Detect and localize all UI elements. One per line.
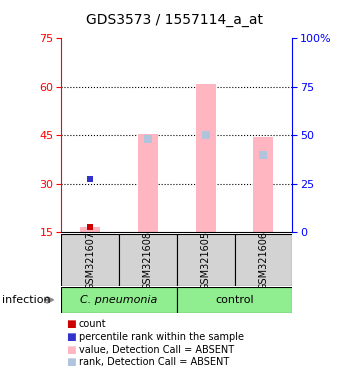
Text: count: count — [79, 319, 106, 329]
Text: GSM321608: GSM321608 — [143, 231, 153, 290]
Bar — [119, 234, 177, 286]
Bar — [196, 84, 216, 232]
Bar — [253, 137, 273, 232]
Text: GDS3573 / 1557114_a_at: GDS3573 / 1557114_a_at — [86, 13, 264, 27]
Bar — [138, 134, 158, 232]
Text: GSM321605: GSM321605 — [201, 231, 211, 290]
Text: value, Detection Call = ABSENT: value, Detection Call = ABSENT — [79, 345, 234, 355]
Text: GSM321606: GSM321606 — [258, 231, 268, 290]
Text: control: control — [215, 295, 254, 305]
Bar — [177, 234, 234, 286]
Text: C. pneumonia: C. pneumonia — [80, 295, 158, 305]
Bar — [61, 287, 177, 313]
Bar — [177, 287, 292, 313]
Bar — [234, 234, 292, 286]
Bar — [80, 227, 100, 232]
Text: GSM321607: GSM321607 — [85, 231, 95, 290]
Text: ■: ■ — [66, 358, 76, 367]
Text: ■: ■ — [66, 332, 76, 342]
Text: percentile rank within the sample: percentile rank within the sample — [79, 332, 244, 342]
Text: infection: infection — [2, 295, 50, 305]
Text: ■: ■ — [66, 319, 76, 329]
Bar — [61, 234, 119, 286]
Text: ■: ■ — [66, 345, 76, 355]
Text: rank, Detection Call = ABSENT: rank, Detection Call = ABSENT — [79, 358, 229, 367]
